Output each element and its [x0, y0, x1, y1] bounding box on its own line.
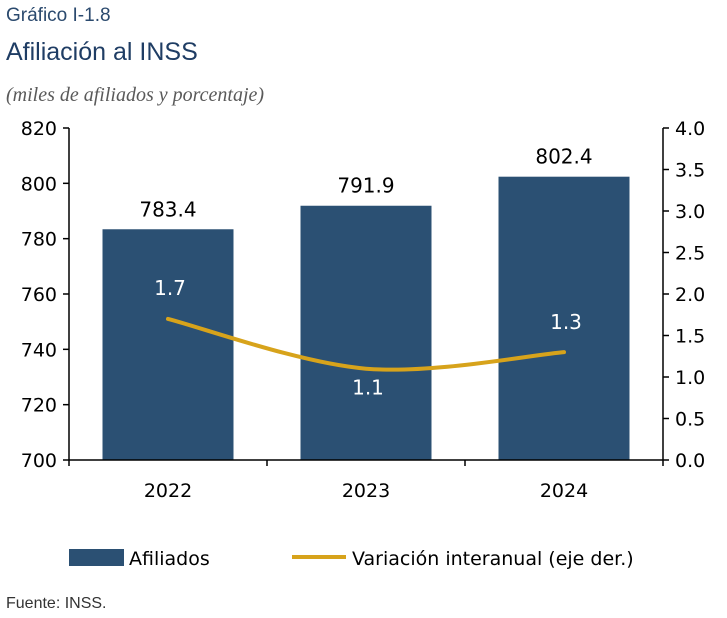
y-left-tick-label: 760 [21, 284, 57, 306]
legend-swatch-bar [69, 549, 124, 566]
y-right-tick-label: 2.5 [675, 243, 705, 265]
y-right-tick-label: 0.0 [675, 450, 705, 472]
y-left-tick-label: 700 [21, 450, 57, 472]
y-right-tick-label: 1.5 [675, 326, 705, 348]
x-tick-label-2023: 2023 [342, 480, 390, 502]
line-value-label: 1.1 [352, 376, 384, 400]
bar-2024 [498, 176, 630, 460]
line-value-label: 1.3 [550, 310, 582, 334]
line-series-group [166, 316, 566, 372]
y-left-tick-label: 780 [21, 229, 57, 251]
chart-subtitle: (miles de afiliados y porcentaje) [6, 84, 265, 106]
y-left-tick-label: 820 [21, 118, 57, 140]
y-right-tick-label: 3.0 [675, 201, 705, 223]
bars-group [102, 176, 630, 460]
x-tick-label-2024: 2024 [540, 480, 588, 502]
bar-2022 [102, 229, 234, 460]
y-right-tick-label: 1.0 [675, 367, 705, 389]
line-value-label: 1.7 [154, 276, 186, 300]
figure-label: Gráfico I-1.8 [6, 5, 111, 26]
y-right-tick-label: 3.5 [675, 160, 705, 182]
bar-value-label: 783.4 [139, 197, 196, 221]
data-labels-group: 783.4 791.9 802.4 1.7 1.1 1.3 [139, 145, 592, 400]
line-variacion-interanual [166, 316, 566, 372]
bar-value-label: 791.9 [337, 174, 394, 198]
y-left-tick-label: 800 [21, 173, 57, 195]
legend-label-variacion: Variación interanual (eje der.) [352, 548, 634, 570]
bar-2023 [300, 205, 432, 460]
y-left-tick-label: 740 [21, 339, 57, 361]
y-right-tick-label: 4.0 [675, 118, 705, 140]
y-left-tick-label: 720 [21, 395, 57, 417]
y-right-tick-label: 0.5 [675, 409, 705, 431]
chart-title: Afiliación al INSS [6, 38, 198, 66]
axes-group: 700 720 740 760 780 800 820 0.0 0.5 1.0 1.5 2.0 2.5 3… [21, 118, 705, 502]
source-note: Fuente: INSS. [6, 595, 107, 612]
legend-label-afiliados: Afiliados [129, 548, 210, 570]
x-tick-label-2022: 2022 [144, 480, 192, 502]
bar-value-label: 802.4 [535, 145, 592, 169]
legend: Afiliados Variación interanual (eje der.) [69, 548, 634, 570]
y-right-tick-label: 2.0 [675, 284, 705, 306]
